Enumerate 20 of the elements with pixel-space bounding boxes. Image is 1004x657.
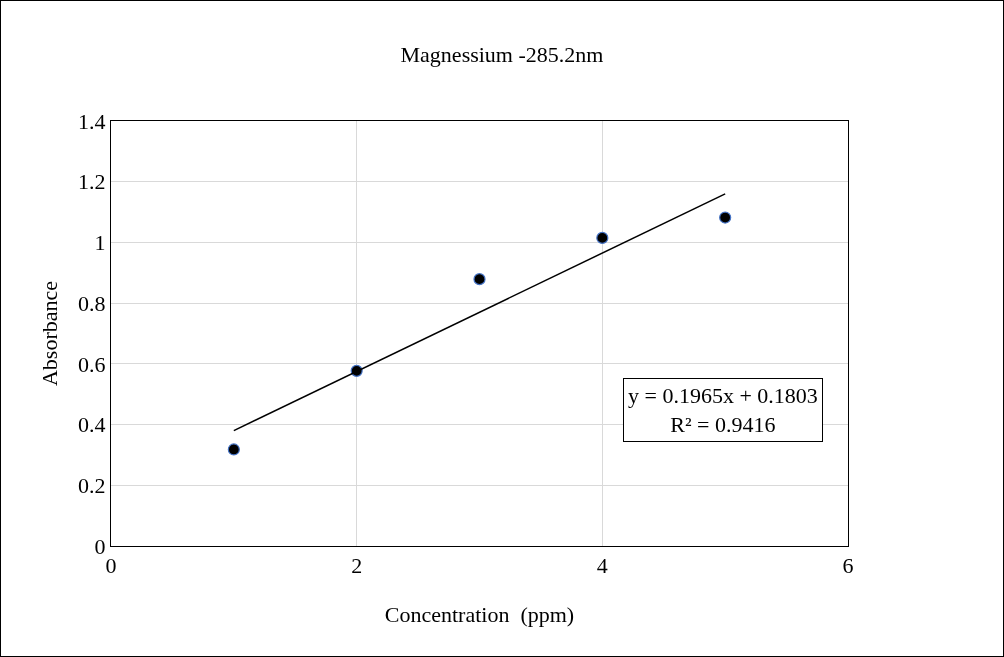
point (719, 211, 732, 224)
y-tick-label: 0.6 (78, 351, 106, 377)
annotation: y = 0.1965x + 0.1803 (628, 383, 818, 408)
y-tick-label: 0.4 (78, 412, 106, 438)
point (227, 443, 240, 456)
x-tick-label: 6 (842, 553, 854, 579)
x-tick-label: 4 (596, 553, 608, 579)
y-axis-title: Absorbance (37, 280, 62, 387)
y-tick-label: 1.2 (78, 169, 106, 195)
y-tick-label: 1.4 (78, 108, 106, 134)
y-tick-label: 0.2 (78, 472, 106, 498)
point (596, 231, 609, 244)
y-tick-label: 0 (94, 533, 106, 559)
y-tick-label: 1 (94, 230, 106, 256)
x-tick-label: 2 (351, 553, 363, 579)
y-tick-label: 0.8 (78, 290, 106, 316)
point (473, 273, 486, 286)
annotation: R² = 0.9416 (670, 411, 776, 437)
chart-title: Magnessium -285.2nm (400, 42, 604, 68)
x-axis-title: Concentration (ppm) (384, 602, 575, 627)
